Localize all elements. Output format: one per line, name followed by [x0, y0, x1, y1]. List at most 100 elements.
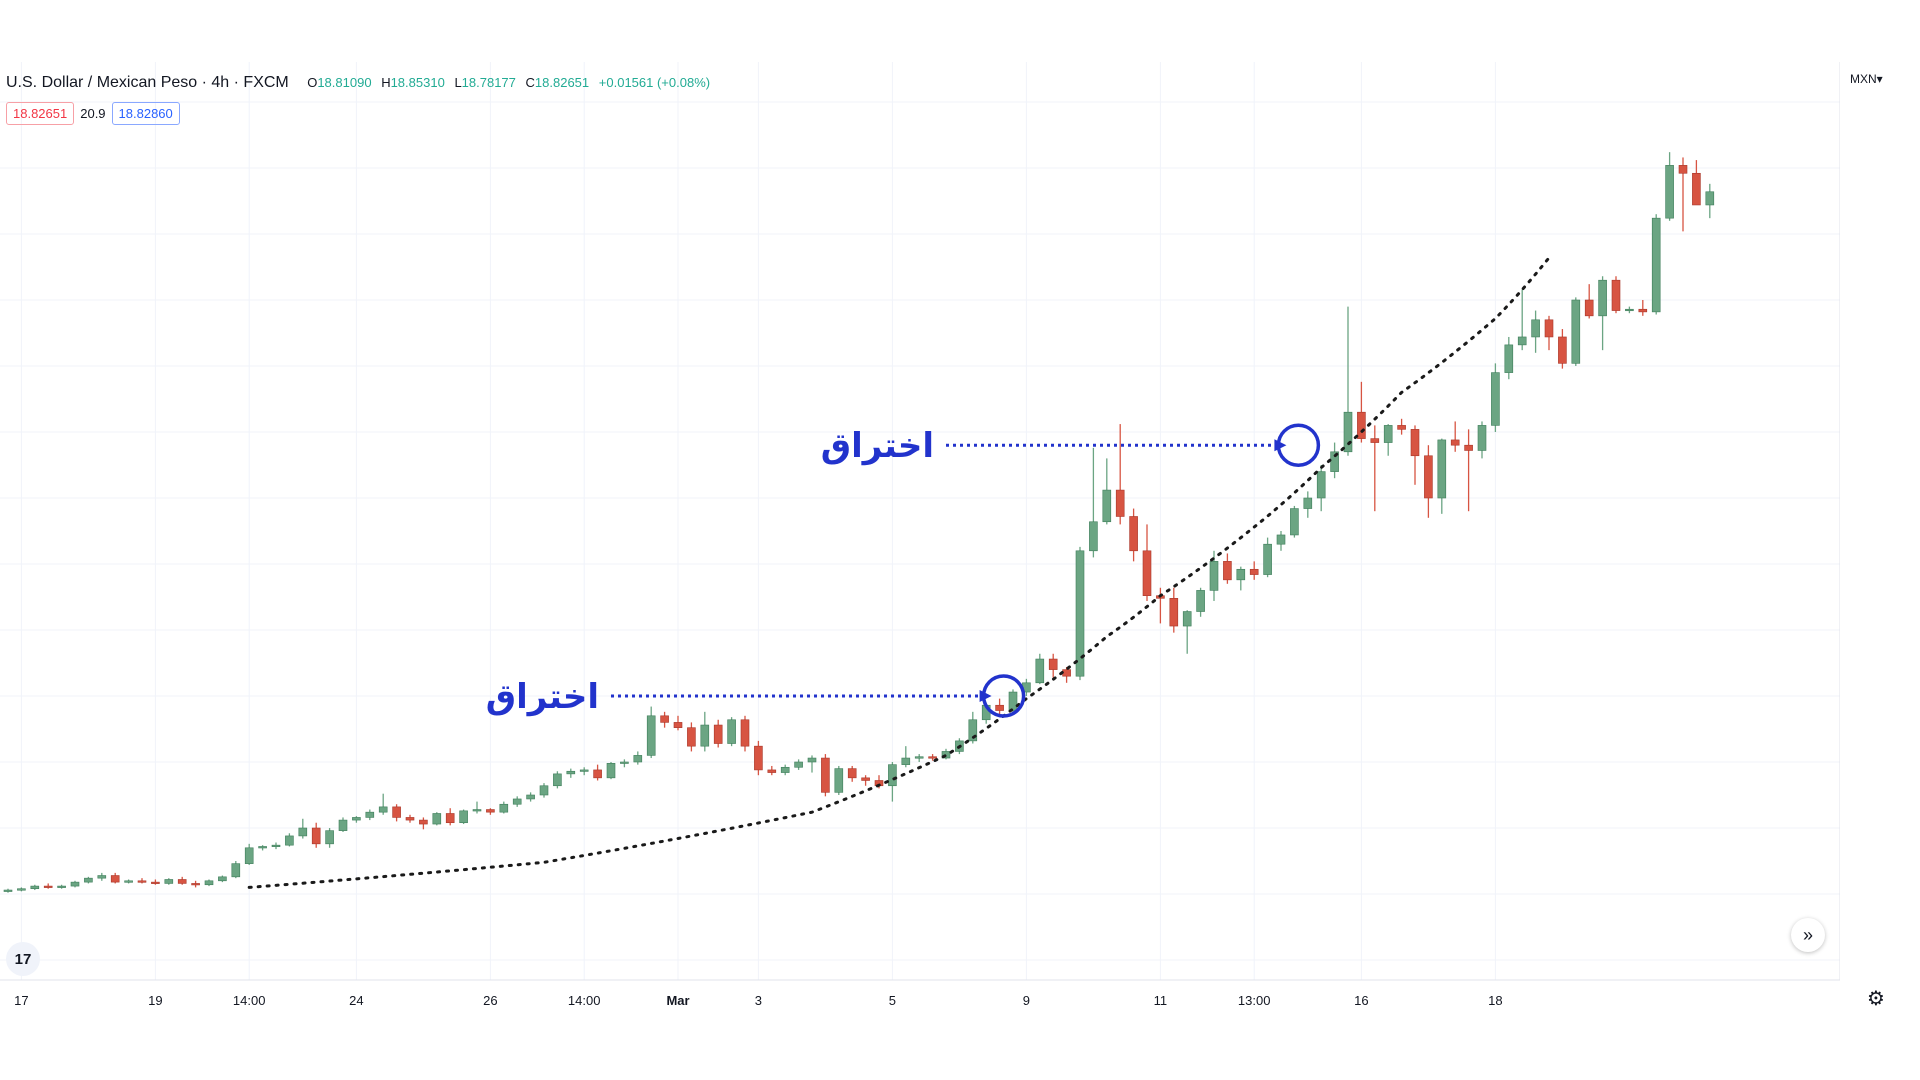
price-row: 18.82651 20.9 18.82860 [6, 102, 180, 125]
candle-body [325, 830, 334, 845]
ohlc-readout: O18.81090 H18.85310 L18.78177 C18.82651 … [307, 75, 716, 90]
candle-body [1517, 336, 1527, 346]
x-tick-label: 14:00 [568, 993, 601, 1008]
candle-body [1558, 336, 1567, 364]
candle-body [365, 811, 375, 818]
candle-body [97, 875, 107, 879]
candle-body [17, 888, 26, 891]
candle-body [579, 769, 589, 772]
annotation-label: اختراق [821, 426, 934, 466]
candle-body [700, 724, 710, 747]
candle-body [177, 879, 187, 884]
x-tick-label: 24 [349, 993, 363, 1008]
candle-body [84, 877, 93, 883]
tradingview-logo[interactable]: 17 [6, 942, 40, 976]
candle-body [727, 719, 736, 744]
candle-body [1584, 299, 1594, 317]
candle-body [1692, 172, 1701, 206]
ohlc-close-key: C [525, 75, 535, 90]
candle-body [1142, 550, 1152, 596]
candle-body [901, 757, 911, 765]
candle-body [1611, 279, 1621, 311]
ohlc-high-key: H [381, 75, 391, 90]
candle-body [606, 763, 616, 779]
candle-body [1437, 439, 1447, 499]
candle-body [405, 817, 415, 821]
candle-body [1491, 372, 1500, 426]
x-tick-label: 16 [1354, 993, 1368, 1008]
candle-body [151, 881, 160, 884]
candle-body [30, 885, 40, 890]
candle-body [57, 885, 66, 888]
candle-body [1705, 191, 1715, 206]
candle-body [1397, 425, 1406, 430]
candle-body [70, 881, 80, 887]
candle-body [1075, 550, 1085, 677]
currency-dropdown[interactable]: MXN▾ [1850, 72, 1883, 86]
candle-body [888, 764, 897, 787]
candle-body [1544, 319, 1554, 338]
ohlc-open-key: O [307, 75, 318, 90]
candle-body [1249, 568, 1259, 575]
x-tick-label: 3 [755, 993, 762, 1008]
candle-body [285, 835, 294, 846]
candle-body [928, 756, 937, 759]
candle-body [1129, 516, 1138, 552]
candle-body [995, 704, 1004, 711]
candle-body [1062, 669, 1071, 677]
candle-body [1531, 319, 1540, 338]
candle-body [834, 768, 844, 793]
candle-body [204, 880, 214, 886]
candle-body [593, 769, 602, 779]
buy-price-button[interactable]: 18.82860 [111, 102, 180, 125]
sell-price-button[interactable]: 18.82651 [6, 102, 75, 125]
candle-body [1504, 344, 1514, 373]
settings-gear-icon[interactable]: ⚙ [1867, 988, 1885, 1010]
candle-body [1357, 411, 1366, 439]
candle-body [164, 879, 174, 884]
candle-body [740, 719, 750, 747]
candle-body [432, 813, 442, 825]
candle-body [1290, 508, 1299, 536]
x-tick-label: 19 [148, 993, 162, 1008]
x-tick-label: 11 [1154, 993, 1168, 1008]
x-tick-label: 13:00 [1238, 993, 1271, 1008]
candle-body [914, 756, 924, 759]
candle-body [807, 757, 817, 763]
candle-body [378, 806, 388, 813]
candle-body [1370, 438, 1380, 443]
candle-body [847, 768, 857, 779]
candle-body [271, 844, 281, 847]
x-tick-label: 18 [1488, 993, 1502, 1008]
symbol-title[interactable]: U.S. Dollar / Mexican Peso · 4h · FXCM [6, 74, 289, 91]
candle-body [218, 876, 227, 882]
candle-body [3, 889, 13, 892]
candle-body [754, 745, 763, 771]
x-tick-label: Mar [666, 993, 689, 1008]
candle-body [392, 806, 401, 818]
scroll-to-realtime-button[interactable]: » [1791, 918, 1825, 952]
candle-body [687, 727, 696, 747]
candle-body [1330, 451, 1339, 472]
spread-value: 20.9 [80, 106, 106, 121]
candle-body [486, 809, 495, 813]
candle-body [1035, 658, 1045, 684]
candle-body [566, 770, 576, 775]
candle-body [137, 880, 147, 883]
candle-body [861, 777, 870, 781]
candle-body [1196, 590, 1205, 612]
candle-body [767, 769, 777, 773]
candle-body [512, 798, 522, 805]
candle-body [646, 715, 656, 756]
candle-body [1048, 658, 1058, 670]
candle-body [338, 819, 348, 831]
candle-body [1169, 598, 1179, 627]
candle-body [1383, 425, 1393, 443]
candle-body [1263, 543, 1272, 575]
candle-body [553, 773, 562, 787]
candle-body [1424, 455, 1433, 499]
candle-body [539, 785, 549, 796]
candle-body [231, 863, 241, 878]
